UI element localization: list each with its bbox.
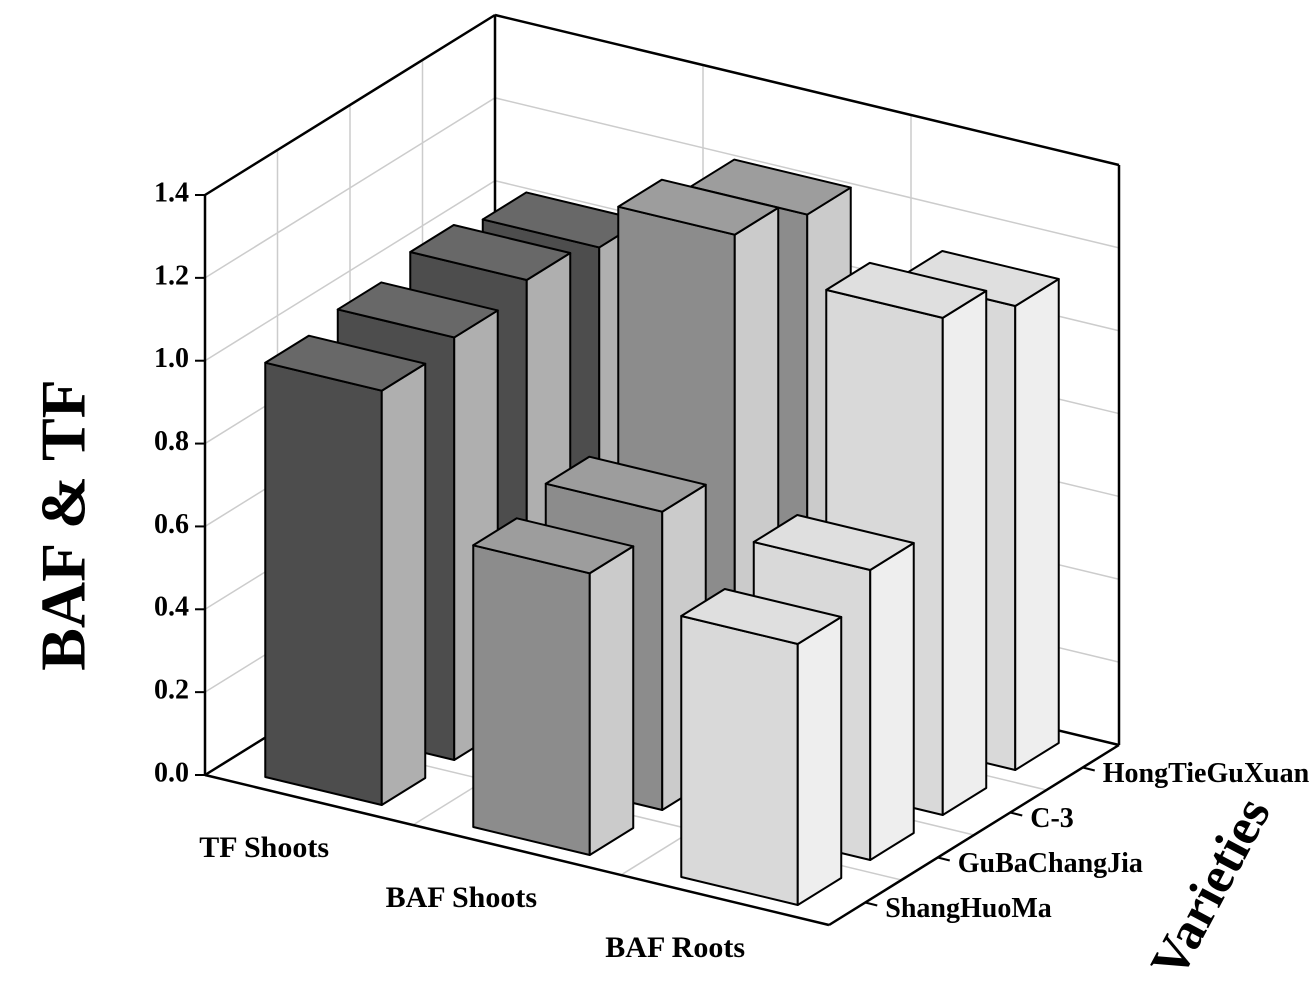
z-tick-label: ShangHuoMa	[885, 893, 1052, 924]
grid-line	[204, 14, 1120, 196]
x-tick-label: BAF Roots	[605, 931, 745, 964]
y-tick-label: 1.4	[154, 177, 189, 208]
y-tick-label: 0.6	[154, 509, 189, 540]
bar	[472, 517, 635, 856]
bar-front	[264, 361, 383, 806]
x-tick-label: TF Shoots	[199, 831, 329, 864]
bar-front	[680, 615, 799, 906]
bar-side	[380, 362, 427, 806]
axis-line	[828, 743, 1120, 927]
axis-line	[204, 773, 830, 927]
y-axis-title: BAF & TF	[28, 379, 99, 671]
y-tick-label: 0.4	[154, 592, 189, 623]
bar-side	[1014, 278, 1060, 771]
x-tick-label: BAF Shoots	[386, 881, 537, 914]
z-tick	[865, 901, 878, 907]
bar-top	[680, 588, 843, 645]
bar-top	[544, 455, 707, 513]
axis-line	[494, 13, 1120, 167]
bar-side	[796, 616, 843, 906]
z-tick	[937, 856, 950, 862]
bar-top	[617, 178, 780, 236]
bar-top	[336, 281, 499, 339]
axis-line	[204, 13, 496, 197]
bar-side	[941, 289, 988, 816]
z-tick-label: C-3	[1030, 803, 1074, 834]
bar-top	[752, 514, 915, 571]
y-tick-label: 0.0	[154, 757, 189, 788]
z-tick-label: HongTieGuXuan	[1103, 758, 1310, 789]
bar-top	[409, 224, 572, 281]
bar-top	[472, 517, 635, 575]
bar-top	[264, 334, 427, 392]
bar	[264, 334, 427, 806]
bar	[680, 588, 843, 906]
z-tick	[1010, 811, 1023, 817]
y-tick-label: 1.0	[154, 343, 189, 374]
z-tick	[1082, 766, 1095, 772]
z-tick-label: GuBaChangJia	[958, 848, 1143, 879]
y-tick-label: 0.2	[154, 675, 189, 706]
bar-side	[869, 542, 915, 861]
bar-side	[588, 545, 635, 856]
y-tick-label: 0.8	[154, 426, 189, 457]
bar-front	[472, 544, 591, 856]
z-axis-title: Varieties	[1140, 789, 1282, 987]
y-tick-label: 1.2	[154, 260, 189, 291]
bar-top	[825, 261, 988, 319]
